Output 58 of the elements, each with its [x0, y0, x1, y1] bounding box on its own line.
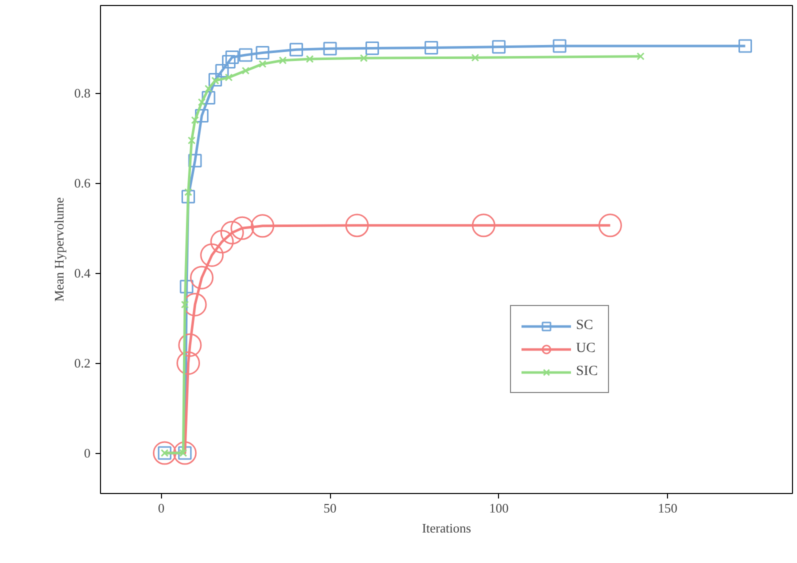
legend-label: SIC	[576, 364, 598, 380]
point	[636, 52, 645, 60]
point	[256, 46, 270, 60]
x-tick-label: 150	[658, 500, 678, 516]
point	[306, 55, 314, 63]
x-axis-title: Iterations	[422, 520, 472, 536]
point	[173, 441, 197, 465]
point	[492, 40, 506, 54]
point	[360, 54, 368, 62]
point	[152, 441, 176, 465]
legend-label: SC	[576, 318, 594, 334]
point	[188, 136, 196, 144]
point	[242, 66, 250, 75]
point	[180, 300, 189, 309]
point	[220, 220, 244, 244]
y-tick-label: 0.6	[74, 176, 91, 191]
point	[200, 243, 224, 267]
point	[198, 98, 206, 106]
point	[176, 351, 200, 375]
y-tick-label: 0	[84, 446, 90, 461]
point	[424, 41, 438, 55]
point	[365, 41, 379, 55]
x-tick-label: 0	[158, 500, 165, 516]
point	[191, 116, 199, 124]
point	[224, 74, 233, 82]
point	[180, 280, 194, 294]
point	[208, 72, 222, 86]
point	[222, 54, 236, 68]
point	[195, 108, 209, 122]
point	[250, 214, 274, 238]
point	[188, 154, 202, 168]
x-tick-label: 50	[324, 500, 337, 516]
point	[471, 54, 480, 62]
point	[278, 56, 287, 64]
point	[290, 42, 304, 56]
point	[182, 190, 196, 204]
legend-label: UC	[576, 341, 596, 357]
point	[598, 214, 622, 238]
point	[345, 214, 369, 238]
point	[472, 214, 496, 238]
point	[210, 230, 234, 254]
point	[202, 90, 216, 104]
y-tick-label: 0.4	[74, 266, 91, 281]
point	[238, 48, 252, 62]
point	[225, 50, 239, 64]
point	[215, 64, 229, 78]
y-axis-title: Mean Hypervolume	[51, 197, 66, 302]
point	[178, 333, 202, 357]
y-tick-label: 0.2	[74, 356, 90, 371]
point	[738, 39, 752, 53]
point	[258, 60, 266, 68]
point	[323, 42, 337, 56]
point	[204, 84, 212, 93]
x-tick-label: 100	[489, 500, 509, 516]
y-tick-label: 0.8	[74, 86, 90, 101]
point	[230, 216, 254, 240]
point	[190, 266, 214, 290]
point	[552, 39, 566, 53]
